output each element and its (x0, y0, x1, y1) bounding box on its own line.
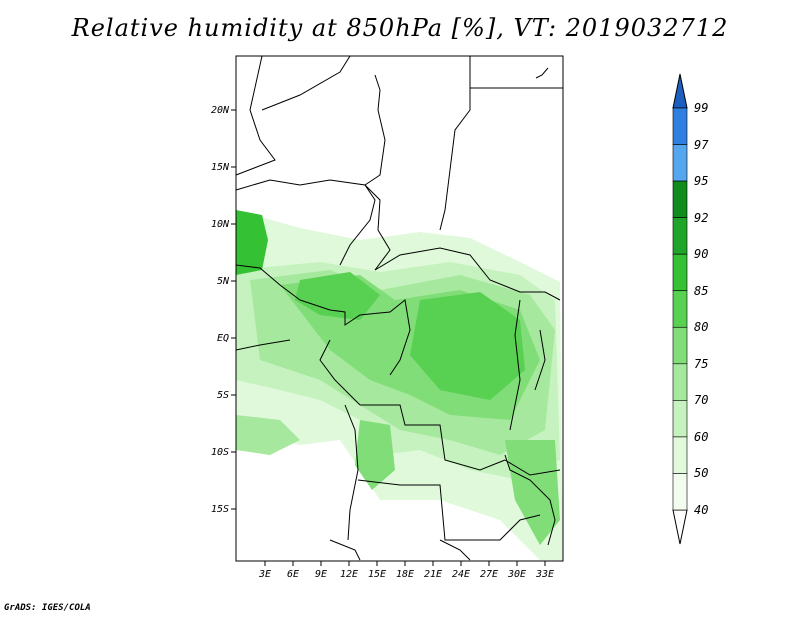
colorbar-label: 95 (694, 174, 708, 188)
colorbar-label: 50 (694, 466, 708, 480)
lat-tick-label: EQ (217, 333, 229, 344)
colorbar-label: 85 (694, 284, 708, 298)
lon-tick-label: 9E (315, 569, 327, 580)
colorbar-label: 75 (694, 357, 708, 371)
colorbar-label: 97 (694, 138, 709, 152)
colorbar-segment (672, 217, 688, 255)
colorbar-segment (672, 144, 688, 182)
colorbar-segment (672, 436, 688, 474)
colorbar-segment (672, 473, 688, 511)
lon-tick-label: 24E (452, 569, 470, 580)
lon-tick-label: 33E (535, 569, 554, 580)
colorbar-segment (672, 363, 688, 401)
lat-tick-label: 10S (211, 447, 229, 458)
colorbar-label: 99 (694, 101, 708, 115)
country-borders (235, 55, 563, 561)
lat-tick-label: 15N (211, 162, 230, 173)
map-title: Relative humidity at 850hPa [%], VT: 201… (71, 14, 729, 42)
lon-tick-label: 3E (258, 569, 271, 580)
colorbar-segment (672, 253, 688, 292)
lat-axis: 20N 15N 10N 5N EQ 5S 10S 15S (211, 105, 236, 515)
colorbar-segment (672, 400, 688, 438)
colorbar-label: 80 (694, 320, 708, 334)
lon-tick-label: 12E (340, 569, 358, 580)
colorbar-label: 60 (694, 430, 708, 444)
lon-tick-label: 30E (507, 569, 526, 580)
lon-tick-label: 27E (480, 569, 498, 580)
lat-tick-label: 5N (217, 276, 230, 287)
colorbar-label: 70 (694, 393, 708, 407)
lon-tick-label: 21E (424, 569, 442, 580)
grads-credit: GrADS: IGES/COLA (4, 603, 91, 613)
colorbar-label: 40 (694, 503, 708, 517)
humidity-field (236, 210, 563, 560)
lon-tick-label: 6E (287, 569, 299, 580)
colorbar-label: 92 (694, 211, 708, 225)
lat-tick-label: 15S (211, 504, 229, 515)
colorbar-segment (672, 326, 688, 365)
colorbar-segment (672, 107, 688, 145)
colorbar-label: 90 (694, 247, 708, 261)
colorbar-bottom-arrow (672, 509, 688, 545)
colorbar-segment (672, 290, 688, 328)
colorbar-top-arrow (672, 73, 688, 109)
lon-axis: 3E 6E 9E 12E 15E 18E 21E 24E 27E 30E 33E (258, 561, 554, 580)
map-frame (235, 55, 564, 562)
lon-tick-label: 18E (396, 569, 414, 580)
lat-tick-label: 20N (211, 105, 230, 116)
colorbar: 99 97 95 92 90 85 80 75 70 60 50 40 (672, 73, 709, 545)
colorbar-segment (672, 180, 688, 218)
lat-tick-label: 5S (217, 390, 229, 401)
lon-tick-label: 15E (368, 569, 386, 580)
lat-tick-label: 10N (211, 219, 230, 230)
